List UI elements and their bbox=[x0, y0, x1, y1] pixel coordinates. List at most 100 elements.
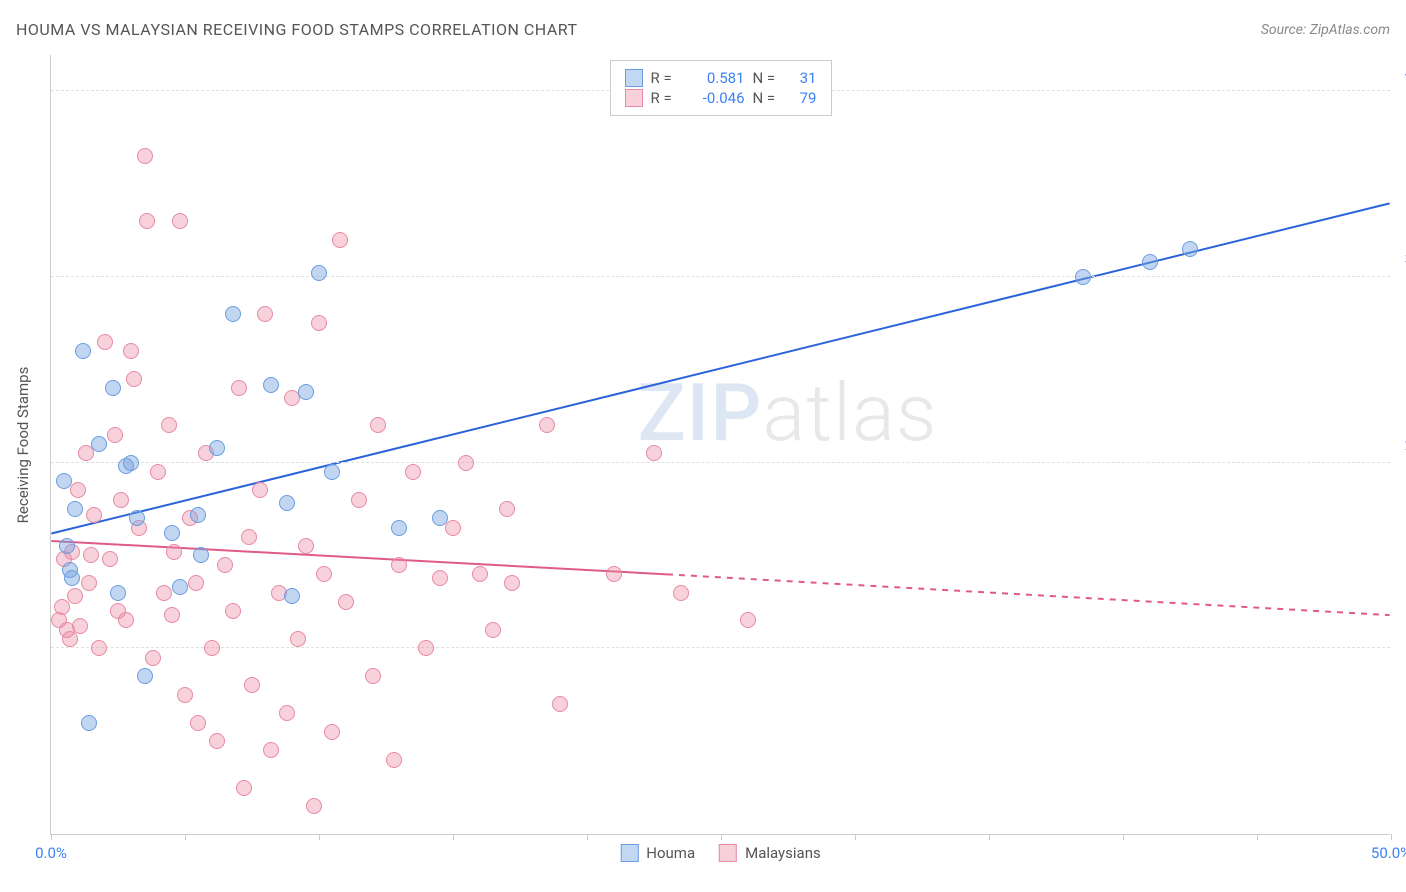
legend-r-value: 0.581 bbox=[687, 69, 745, 87]
data-point bbox=[150, 464, 166, 480]
data-point bbox=[298, 538, 314, 554]
data-point bbox=[59, 538, 75, 554]
data-point bbox=[177, 687, 193, 703]
legend-n-label: N = bbox=[753, 69, 781, 87]
grid-line bbox=[51, 462, 1390, 463]
data-point bbox=[324, 464, 340, 480]
data-point bbox=[311, 265, 327, 281]
data-point bbox=[190, 715, 206, 731]
x-tick bbox=[721, 834, 722, 840]
grid-line bbox=[51, 276, 1390, 277]
data-point bbox=[552, 696, 568, 712]
scatter-chart: Receiving Food Stamps ZIPatlas R =0.581N… bbox=[50, 55, 1390, 835]
data-point bbox=[236, 780, 252, 796]
legend-correlation: R =0.581N =31R =-0.046N =79 bbox=[610, 60, 832, 116]
data-point bbox=[164, 607, 180, 623]
data-point bbox=[332, 232, 348, 248]
data-point bbox=[673, 585, 689, 601]
data-point bbox=[72, 618, 88, 634]
data-point bbox=[263, 742, 279, 758]
data-point bbox=[81, 575, 97, 591]
trend-lines bbox=[51, 55, 1390, 834]
x-tick bbox=[989, 834, 990, 840]
data-point bbox=[279, 705, 295, 721]
legend-swatch bbox=[625, 69, 643, 87]
watermark: ZIPatlas bbox=[637, 366, 937, 460]
data-point bbox=[164, 525, 180, 541]
data-point bbox=[172, 579, 188, 595]
data-point bbox=[56, 473, 72, 489]
data-point bbox=[311, 315, 327, 331]
data-point bbox=[145, 650, 161, 666]
data-point bbox=[193, 547, 209, 563]
legend-r-label: R = bbox=[651, 69, 679, 87]
x-tick-label: 50.0% bbox=[1371, 844, 1406, 862]
legend-swatch bbox=[625, 89, 643, 107]
x-tick-label: 0.0% bbox=[35, 844, 67, 862]
data-point bbox=[225, 306, 241, 322]
data-point bbox=[1075, 269, 1091, 285]
data-point bbox=[70, 482, 86, 498]
data-point bbox=[386, 752, 402, 768]
legend-n-value: 79 bbox=[789, 89, 817, 107]
data-point bbox=[209, 440, 225, 456]
data-point bbox=[263, 377, 279, 393]
x-tick bbox=[185, 834, 186, 840]
data-point bbox=[91, 436, 107, 452]
legend-series-label: Houma bbox=[646, 844, 695, 862]
data-point bbox=[190, 507, 206, 523]
data-point bbox=[244, 677, 260, 693]
trend-line bbox=[51, 541, 667, 574]
data-point bbox=[75, 343, 91, 359]
data-point bbox=[324, 724, 340, 740]
legend-swatch bbox=[620, 844, 638, 862]
legend-swatch bbox=[719, 844, 737, 862]
data-point bbox=[107, 427, 123, 443]
y-tick-label: 40.0% bbox=[1395, 64, 1406, 82]
legend-row: R =-0.046N =79 bbox=[625, 89, 817, 107]
data-point bbox=[97, 334, 113, 350]
data-point bbox=[306, 798, 322, 814]
y-axis-label: Receiving Food Stamps bbox=[14, 366, 32, 523]
x-tick bbox=[319, 834, 320, 840]
data-point bbox=[129, 510, 145, 526]
data-point bbox=[54, 599, 70, 615]
data-point bbox=[1142, 254, 1158, 270]
x-tick bbox=[51, 834, 52, 840]
data-point bbox=[432, 510, 448, 526]
data-point bbox=[113, 492, 129, 508]
grid-line bbox=[51, 647, 1390, 648]
x-tick bbox=[855, 834, 856, 840]
x-tick bbox=[1391, 834, 1392, 840]
data-point bbox=[418, 640, 434, 656]
x-tick bbox=[453, 834, 454, 840]
data-point bbox=[504, 575, 520, 591]
data-point bbox=[137, 148, 153, 164]
chart-header: HOUMA VS MALAYSIAN RECEIVING FOOD STAMPS… bbox=[16, 20, 1390, 39]
data-point bbox=[257, 306, 273, 322]
data-point bbox=[102, 551, 118, 567]
legend-r-value: -0.046 bbox=[687, 89, 745, 107]
data-point bbox=[105, 380, 121, 396]
data-point bbox=[217, 557, 233, 573]
data-point bbox=[338, 594, 354, 610]
data-point bbox=[284, 588, 300, 604]
data-point bbox=[241, 529, 257, 545]
data-point bbox=[445, 520, 461, 536]
data-point bbox=[365, 668, 381, 684]
data-point bbox=[252, 482, 268, 498]
data-point bbox=[83, 547, 99, 563]
legend-row: R =0.581N =31 bbox=[625, 69, 817, 87]
x-tick bbox=[587, 834, 588, 840]
data-point bbox=[118, 612, 134, 628]
x-tick bbox=[1257, 834, 1258, 840]
data-point bbox=[67, 588, 83, 604]
data-point bbox=[1182, 241, 1198, 257]
y-tick-label: 30.0% bbox=[1395, 250, 1406, 268]
data-point bbox=[391, 520, 407, 536]
data-point bbox=[316, 566, 332, 582]
chart-source: Source: ZipAtlas.com bbox=[1261, 22, 1390, 38]
data-point bbox=[110, 585, 126, 601]
legend-series-item: Houma bbox=[620, 844, 695, 862]
data-point bbox=[139, 213, 155, 229]
